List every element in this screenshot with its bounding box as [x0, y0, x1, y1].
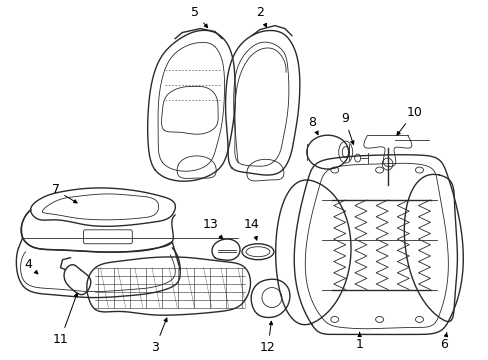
Text: 2: 2	[256, 6, 266, 27]
Text: 4: 4	[24, 258, 38, 274]
Text: 1: 1	[355, 332, 363, 351]
Text: 10: 10	[396, 106, 422, 135]
Text: 5: 5	[191, 6, 207, 28]
Text: 14: 14	[244, 218, 259, 240]
Text: 12: 12	[260, 321, 275, 354]
Text: 8: 8	[307, 116, 317, 135]
Text: 7: 7	[51, 184, 77, 203]
Text: 11: 11	[53, 293, 78, 346]
Text: 3: 3	[151, 318, 167, 354]
Text: 6: 6	[440, 332, 447, 351]
Text: 13: 13	[202, 218, 222, 239]
Text: 9: 9	[340, 112, 353, 144]
